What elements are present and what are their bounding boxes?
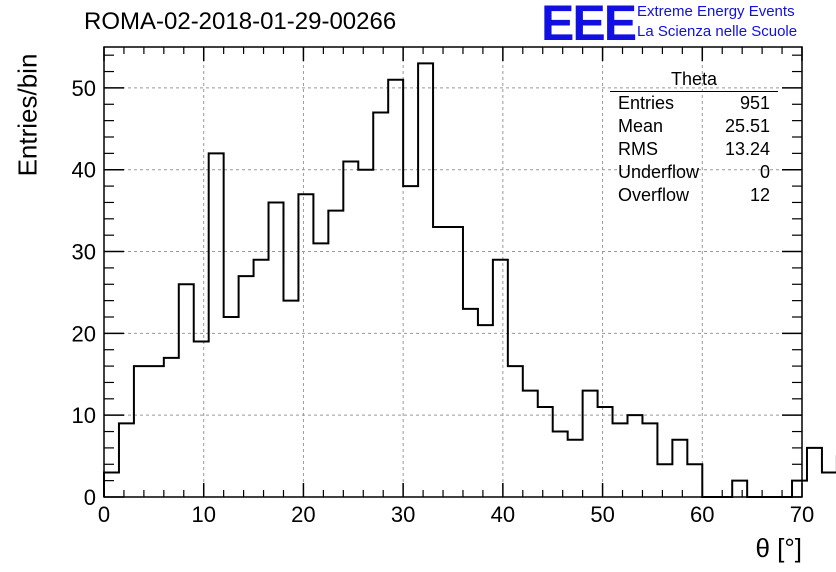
stats-row-overflow: Overflow 12 (610, 184, 778, 207)
logo-line-2: La Scienza nelle Scuole (637, 23, 798, 40)
x-tick-label: 70 (790, 502, 814, 527)
x-tick-label: 50 (590, 502, 614, 527)
stats-label: Entries (618, 93, 675, 113)
y-tick-label: 20 (72, 321, 96, 346)
stats-value: 13.24 (724, 139, 770, 159)
y-axis-label-box: Entries/bin (12, 40, 43, 190)
eee-logo: EEE (541, 0, 637, 51)
x-tick-label: 10 (191, 502, 215, 527)
stats-row-rms: RMS 13.24 (610, 138, 778, 161)
stats-value: 25.51 (724, 116, 770, 136)
x-tick-label: 60 (690, 502, 714, 527)
stats-value: 0 (759, 162, 770, 182)
stats-label: Mean (618, 116, 664, 136)
y-tick-label: 30 (72, 240, 96, 265)
stats-value: 12 (749, 185, 770, 205)
y-tick-label: 10 (72, 403, 96, 428)
logo-line-1: Extreme Energy Events (637, 3, 795, 20)
y-tick-label: 40 (72, 158, 96, 183)
y-axis-label: Entries/bin (12, 53, 43, 177)
stats-label: Overflow (618, 185, 690, 205)
stats-box: Theta Entries 951 Mean 25.51 RMS 13.24 Unde… (610, 68, 778, 207)
stats-row-mean: Mean 25.51 (610, 115, 778, 138)
stats-row-underflow: Underflow 0 (610, 161, 778, 184)
chart-title: ROMA-02-2018-01-29-00266 (84, 8, 397, 35)
x-tick-label: 30 (391, 502, 415, 527)
x-tick-label: 0 (98, 502, 110, 527)
tick-labels: 0 10 20 30 40 50 60 70 0 10 20 30 40 50 (72, 76, 815, 527)
stats-title: Theta (610, 68, 778, 92)
x-tick-label: 40 (491, 502, 515, 527)
y-tick-label: 50 (72, 76, 96, 101)
stats-label: Underflow (618, 162, 700, 182)
x-axis-label: θ [°] (755, 533, 802, 563)
logo-text: Extreme Energy Events La Scienza nelle S… (637, 2, 797, 42)
plot-frame (103, 46, 803, 498)
x-tick-label: 20 (291, 502, 315, 527)
stats-value: 951 (739, 93, 770, 113)
stats-label: RMS (618, 139, 658, 159)
stats-row-entries: Entries 951 (610, 92, 778, 115)
y-tick-label: 0 (84, 485, 96, 510)
